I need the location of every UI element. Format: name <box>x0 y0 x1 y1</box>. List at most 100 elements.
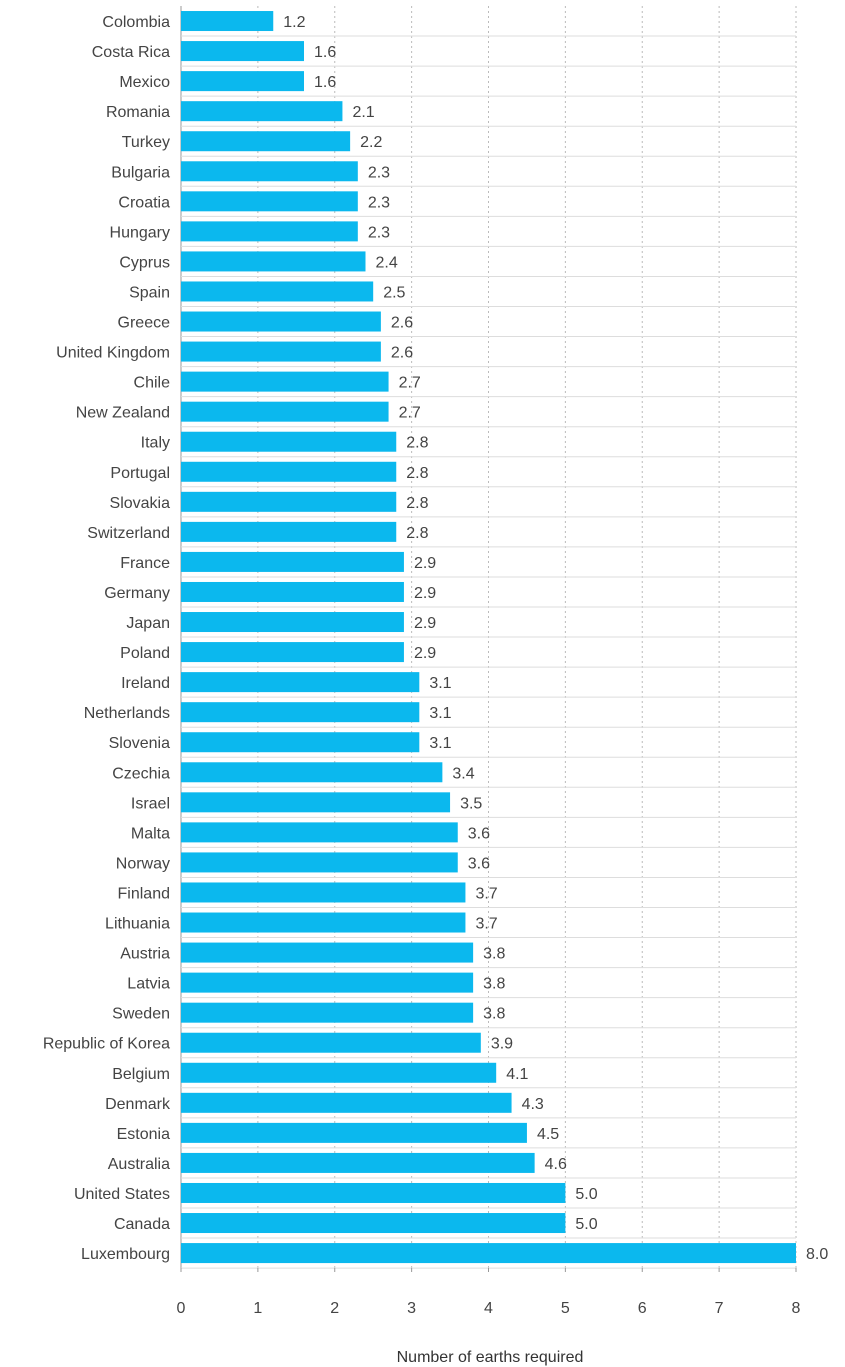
bar-cyprus <box>181 251 366 272</box>
value-label: 2.6 <box>391 315 413 332</box>
category-label: Finland <box>118 885 170 902</box>
bar-czechia <box>181 762 443 783</box>
category-label: United Kingdom <box>56 345 170 362</box>
x-tick-label-2: 2 <box>330 1300 339 1317</box>
bar-latvia <box>181 972 474 993</box>
value-label: 2.4 <box>376 254 398 271</box>
bar-netherlands <box>181 702 420 723</box>
bar-germany <box>181 581 404 602</box>
category-label: Italy <box>141 435 170 452</box>
category-label: United States <box>74 1186 170 1203</box>
bar-ireland <box>181 672 420 693</box>
value-label: 3.7 <box>475 885 497 902</box>
bar-australia <box>181 1152 535 1173</box>
value-label: 2.8 <box>406 495 428 512</box>
bar-chile <box>181 371 389 392</box>
value-label: 3.4 <box>452 765 474 782</box>
bar-belgium <box>181 1062 497 1083</box>
bar-republic-of-korea <box>181 1032 481 1053</box>
bar-switzerland <box>181 521 397 542</box>
bar-croatia <box>181 191 358 212</box>
category-label: Germany <box>104 585 170 602</box>
bar-united-states <box>181 1182 566 1203</box>
value-label: 1.6 <box>314 74 336 91</box>
value-label: 2.1 <box>352 104 374 121</box>
x-tick-label-1: 1 <box>253 1300 262 1317</box>
value-label: 3.1 <box>429 675 451 692</box>
value-label: 2.3 <box>368 194 390 211</box>
category-label: Portugal <box>110 465 170 482</box>
category-label: Croatia <box>118 194 170 211</box>
x-tick-label-3: 3 <box>407 1300 416 1317</box>
category-label: New Zealand <box>76 405 170 422</box>
value-label: 2.3 <box>368 224 390 241</box>
bar-france <box>181 551 404 572</box>
value-label: 5.0 <box>575 1216 597 1233</box>
value-label: 4.5 <box>537 1126 559 1143</box>
x-tick-label-4: 4 <box>484 1300 493 1317</box>
x-tick-label-5: 5 <box>561 1300 570 1317</box>
value-label: 3.8 <box>483 1006 505 1023</box>
category-label: Australia <box>108 1156 170 1173</box>
bar-romania <box>181 101 343 122</box>
x-tick-label-7: 7 <box>715 1300 724 1317</box>
value-label: 2.2 <box>360 134 382 151</box>
category-label: Canada <box>114 1216 170 1233</box>
category-label: Bulgaria <box>111 164 170 181</box>
x-axis-title: Number of earths required <box>397 1349 584 1366</box>
value-label: 3.6 <box>468 855 490 872</box>
value-label: 3.5 <box>460 795 482 812</box>
category-label: Belgium <box>112 1066 170 1083</box>
bar-bulgaria <box>181 161 358 182</box>
bar-canada <box>181 1213 566 1234</box>
value-label: 3.1 <box>429 705 451 722</box>
category-label: Netherlands <box>84 705 170 722</box>
value-label: 2.7 <box>399 375 421 392</box>
category-label: Luxembourg <box>81 1246 170 1263</box>
bar-united-kingdom <box>181 341 381 362</box>
category-label: France <box>120 555 170 572</box>
category-label: Israel <box>131 795 170 812</box>
bar-denmark <box>181 1092 512 1113</box>
bar-turkey <box>181 131 351 152</box>
value-label: 2.9 <box>414 615 436 632</box>
value-label: 2.9 <box>414 555 436 572</box>
bar-malta <box>181 822 458 843</box>
category-label: Chile <box>134 375 171 392</box>
bar-portugal <box>181 461 397 482</box>
value-label: 2.8 <box>406 525 428 542</box>
value-label: 2.8 <box>406 435 428 452</box>
x-tick-label-0: 0 <box>177 1300 186 1317</box>
category-label: Republic of Korea <box>43 1036 170 1053</box>
bar-japan <box>181 612 404 633</box>
value-label: 3.8 <box>483 946 505 963</box>
category-labels: Colombia Costa Rica Mexico Romania Turkey Bul… <box>43 14 171 1263</box>
bar-italy <box>181 431 397 452</box>
bar-poland <box>181 642 404 663</box>
bar-lithuania <box>181 912 466 933</box>
bar-norway <box>181 852 458 873</box>
value-label: 2.3 <box>368 164 390 181</box>
value-label: 3.1 <box>429 735 451 752</box>
category-label: Romania <box>106 104 170 121</box>
value-labels: 1.2 1.6 1.6 2.1 2.2 2.3 2.3 2.3 2.4 2.5 2.6 2.6 2.7 2… <box>283 14 828 1263</box>
value-label: 2.6 <box>391 345 413 362</box>
category-label: Norway <box>116 855 170 872</box>
value-label: 4.6 <box>545 1156 567 1173</box>
bar-estonia <box>181 1122 527 1143</box>
category-label: Hungary <box>110 224 170 241</box>
bar-spain <box>181 281 374 302</box>
value-label: 1.6 <box>314 44 336 61</box>
category-label: Colombia <box>102 14 170 31</box>
category-label: Spain <box>129 284 170 301</box>
value-label: 3.6 <box>468 825 490 842</box>
category-label: Slovakia <box>110 495 171 512</box>
category-label: Slovenia <box>109 735 170 752</box>
bar-greece <box>181 311 381 332</box>
bar-finland <box>181 882 466 903</box>
category-label: Poland <box>120 645 170 662</box>
category-label: Czechia <box>112 765 170 782</box>
bar-colombia <box>181 11 274 32</box>
category-label: Switzerland <box>87 525 170 542</box>
value-label: 2.9 <box>414 585 436 602</box>
